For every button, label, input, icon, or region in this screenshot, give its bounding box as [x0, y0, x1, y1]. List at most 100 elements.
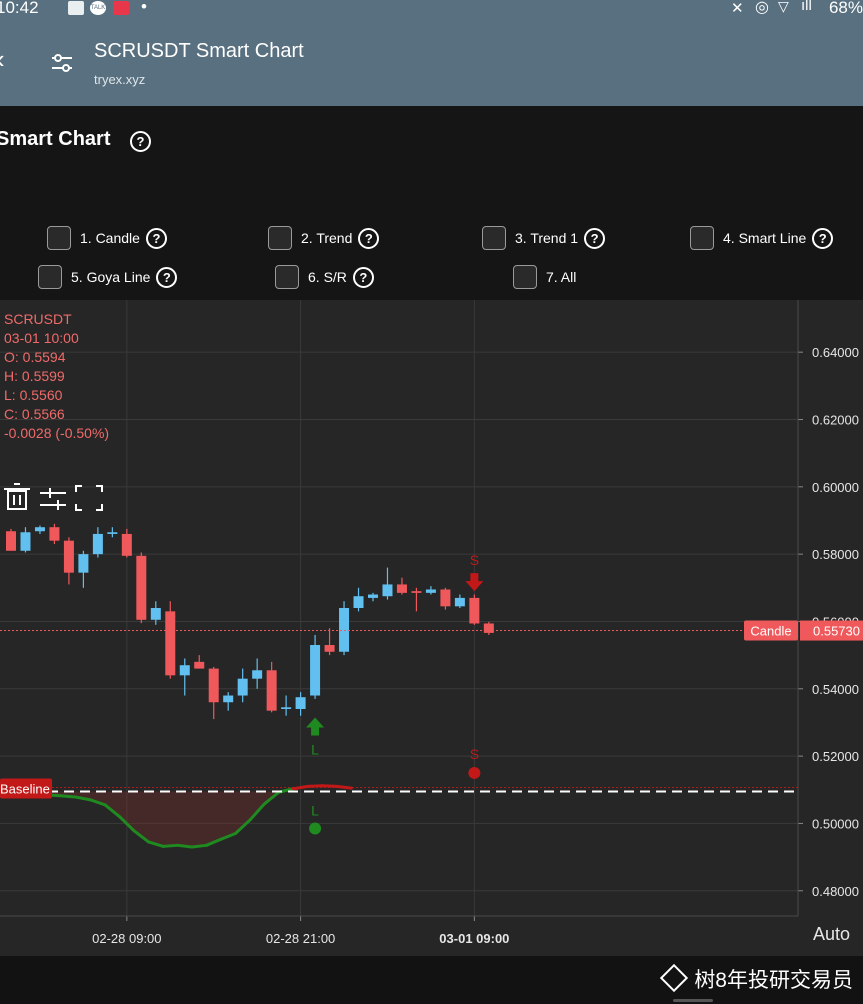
- candle-body[interactable]: [20, 532, 31, 551]
- candle-body[interactable]: [107, 532, 118, 534]
- back-arrow-icon[interactable]: ‹: [0, 44, 5, 75]
- help-icon[interactable]: ?: [352, 266, 374, 288]
- option-label: 2. Trend: [301, 230, 353, 246]
- candle-body[interactable]: [63, 540, 74, 573]
- watermark: 树8年投研交易员: [660, 963, 853, 994]
- buy-signal-label: L: [311, 741, 319, 757]
- checkbox[interactable]: [275, 265, 299, 289]
- option-trend-1[interactable]: 3. Trend 1 ?: [482, 225, 606, 251]
- candle-body[interactable]: [237, 678, 248, 696]
- baseline-tag-bg: [0, 778, 52, 799]
- checkbox[interactable]: [47, 226, 71, 250]
- scale-mode-auto[interactable]: Auto: [813, 924, 850, 944]
- x-tick-label: 02-28 21:00: [266, 931, 335, 946]
- talk-badge-icon: TALK: [90, 1, 106, 15]
- y-tick-label: 0.50000: [812, 816, 859, 831]
- trend-line-segment: [190, 843, 208, 849]
- trend-line-segment: [132, 829, 151, 844]
- y-tick-label: 0.52000: [812, 749, 859, 764]
- option-smart-line[interactable]: 4. Smart Line ?: [690, 225, 834, 251]
- y-tick-label: 0.62000: [812, 412, 859, 427]
- candle-body[interactable]: [266, 670, 277, 711]
- candle-body[interactable]: [425, 589, 436, 593]
- y-tick-label: 0.48000: [812, 884, 859, 899]
- help-icon[interactable]: ?: [584, 227, 606, 249]
- help-icon[interactable]: ?: [812, 227, 834, 249]
- trend-line-segment: [306, 784, 324, 788]
- candle-body[interactable]: [179, 665, 190, 676]
- candle-body[interactable]: [396, 584, 407, 593]
- checkbox[interactable]: [690, 226, 714, 250]
- candle-body[interactable]: [382, 584, 393, 597]
- candle-body[interactable]: [295, 697, 306, 709]
- option-goya-line[interactable]: 5. Goya Line ?: [38, 264, 178, 290]
- candle-body[interactable]: [136, 555, 147, 620]
- legend-datetime: 03-01 10:00: [4, 330, 79, 346]
- candle-body[interactable]: [368, 594, 378, 598]
- y-tick-label: 0.58000: [812, 547, 859, 562]
- app-notification-icon: [113, 1, 129, 15]
- candle-body[interactable]: [353, 596, 364, 608]
- candle-body[interactable]: [252, 670, 263, 679]
- hotspot-icon: ◎: [755, 0, 769, 16]
- candle-body[interactable]: [411, 591, 422, 593]
- help-icon[interactable]: ?: [145, 227, 167, 249]
- checkbox[interactable]: [268, 226, 292, 250]
- checkbox[interactable]: [38, 265, 62, 289]
- candle-body[interactable]: [454, 597, 465, 607]
- y-tick-label: 0.60000: [812, 480, 859, 495]
- candle-body[interactable]: [150, 608, 161, 620]
- sell-signal-arrow-icon: [465, 573, 484, 592]
- option-candle[interactable]: 1. Candle ?: [47, 225, 167, 251]
- help-icon[interactable]: ?: [156, 266, 178, 288]
- trend-line-segment: [176, 843, 194, 849]
- candle-body[interactable]: [6, 531, 16, 551]
- option-all[interactable]: 7. All: [513, 264, 582, 290]
- candle-body[interactable]: [165, 611, 176, 676]
- candle-body[interactable]: [194, 661, 205, 669]
- candle-body[interactable]: [483, 623, 494, 633]
- fullscreen-icon[interactable]: [75, 485, 103, 511]
- candle-body[interactable]: [121, 533, 132, 556]
- help-icon[interactable]: ?: [358, 227, 380, 249]
- signal-icon: ıll: [801, 0, 812, 14]
- gallery-icon: [68, 1, 84, 15]
- candle-body[interactable]: [440, 589, 451, 607]
- candle-body[interactable]: [49, 527, 60, 541]
- page-title: Smart Chart: [0, 128, 111, 150]
- mute-icon: ✕: [731, 0, 744, 17]
- trend-line-segment: [219, 832, 237, 841]
- settings-sliders-icon[interactable]: [40, 488, 66, 510]
- status-time: 10:42: [0, 0, 39, 17]
- candle-body[interactable]: [324, 645, 335, 652]
- candle-body[interactable]: [310, 645, 321, 696]
- app-title: SCRUSDT Smart Chart: [94, 40, 304, 62]
- candle-body[interactable]: [92, 533, 103, 555]
- candle-body[interactable]: [78, 554, 89, 573]
- trend-line-segment: [248, 802, 266, 822]
- checkbox[interactable]: [482, 226, 506, 250]
- candle-body[interactable]: [34, 527, 45, 532]
- candle-body[interactable]: [223, 695, 234, 703]
- watermark-text: 树8年投研交易员: [694, 969, 853, 992]
- legend-change: -0.0028 (-0.50%): [4, 425, 109, 441]
- trend-fill-area: [32, 791, 352, 847]
- option-support-resistance[interactable]: 6. S/R ?: [275, 264, 374, 290]
- legend-open: O: 0.5594: [4, 349, 66, 365]
- sell-signal-label: S: [470, 552, 479, 568]
- legend-low: L: 0.5560: [4, 387, 63, 403]
- candle-body[interactable]: [208, 668, 219, 703]
- checkbox[interactable]: [513, 265, 537, 289]
- tune-icon[interactable]: [50, 52, 74, 74]
- y-tick-label: 0.54000: [812, 682, 859, 697]
- candle-body[interactable]: [469, 597, 480, 624]
- candle-body[interactable]: [339, 608, 350, 652]
- option-trend[interactable]: 2. Trend ?: [268, 225, 380, 251]
- buy-signal-dot-label: L: [311, 802, 319, 818]
- help-icon[interactable]: ?: [130, 131, 151, 152]
- option-label: 3. Trend 1: [515, 230, 579, 246]
- candle-body[interactable]: [281, 707, 292, 709]
- delete-icon[interactable]: [4, 483, 30, 510]
